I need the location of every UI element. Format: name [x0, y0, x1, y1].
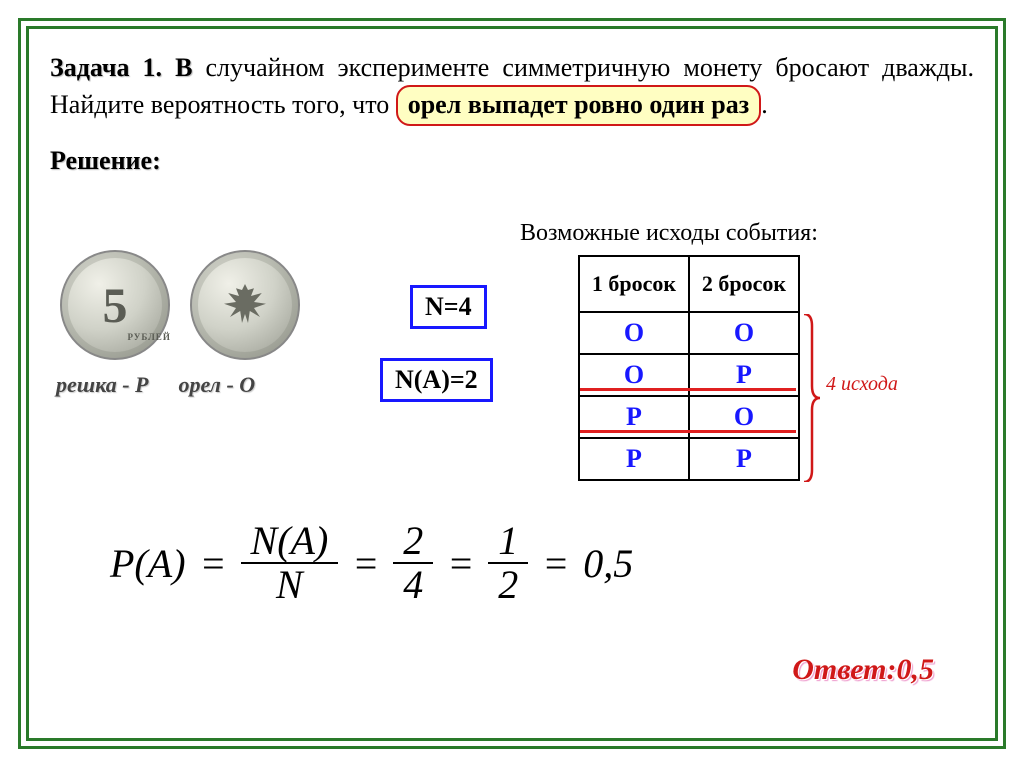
frac-den: 2 — [488, 564, 528, 606]
slide-content: Задача 1. В случайном эксперименте симме… — [50, 50, 974, 717]
frac-den: 4 — [393, 564, 433, 606]
equals-sign: = — [447, 540, 474, 587]
fraction-na-n: N(A) N — [241, 520, 339, 606]
table-row: Р Р — [579, 438, 799, 480]
problem-highlight: орел выпадет ровно один раз — [396, 85, 761, 126]
eagle-icon — [215, 275, 275, 335]
favorable-underline-1 — [580, 388, 796, 391]
answer-label: Ответ:0,5 — [792, 653, 934, 687]
n-favorable-box: N(A)=2 — [380, 358, 493, 402]
fraction-1-2: 1 2 — [488, 520, 528, 606]
outcomes-count-label: 4 исхода — [826, 373, 898, 396]
n-total-box: N=4 — [410, 285, 487, 329]
outcome-cell: О — [579, 312, 689, 354]
header-toss2: 2 бросок — [689, 256, 799, 312]
outcomes-table: 1 бросок 2 бросок О О О Р Р О Р Р — [578, 255, 800, 481]
frac-den: N — [266, 564, 313, 606]
problem-lead: Задача 1. В — [50, 53, 192, 82]
table-row: О О — [579, 312, 799, 354]
tails-label: решка - Р — [56, 372, 148, 398]
coin-tails: 5 — [60, 250, 170, 360]
formula-lhs: P(A) — [110, 540, 186, 587]
equals-sign: = — [542, 540, 569, 587]
header-toss1: 1 бросок — [579, 256, 689, 312]
outcomes-title: Возможные исходы события: — [520, 220, 818, 247]
problem-tail: . — [761, 90, 768, 119]
outcome-cell: Р — [689, 438, 799, 480]
outcome-cell: Р — [579, 438, 689, 480]
coins-row: 5 — [60, 250, 300, 360]
curly-bracket — [802, 314, 820, 482]
equals-sign: = — [200, 540, 227, 587]
solution-label: Решение: — [50, 146, 974, 176]
table-header-row: 1 бросок 2 бросок — [579, 256, 799, 312]
coin-labels: решка - Р орел - О — [56, 372, 255, 398]
coin-heads — [190, 250, 300, 360]
fraction-2-4: 2 4 — [393, 520, 433, 606]
coin-five-digit: 5 — [103, 276, 128, 334]
formula-result: 0,5 — [583, 540, 633, 587]
outcome-cell: О — [689, 312, 799, 354]
frac-num: 1 — [488, 520, 528, 564]
heads-label: орел - О — [178, 372, 255, 398]
probability-formula: P(A) = N(A) N = 2 4 = 1 2 = 0,5 — [110, 520, 633, 606]
frac-num: 2 — [393, 520, 433, 564]
frac-num: N(A) — [241, 520, 339, 564]
equals-sign: = — [352, 540, 379, 587]
problem-statement: Задача 1. В случайном эксперименте симме… — [50, 50, 974, 126]
favorable-underline-2 — [580, 430, 796, 433]
